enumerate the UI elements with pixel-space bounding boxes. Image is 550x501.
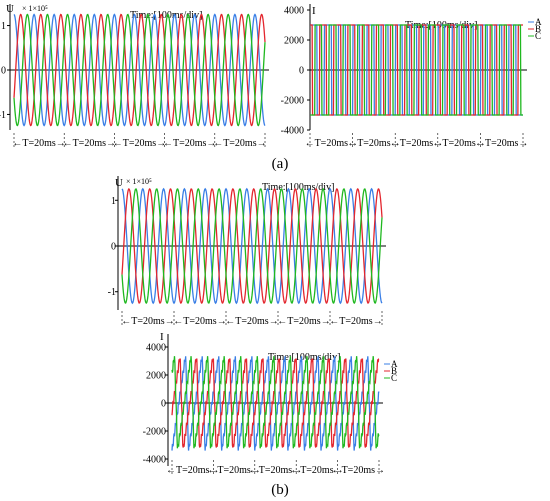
period-label: ←T=20ms→ bbox=[329, 316, 382, 327]
period-label: ←T=20ms→ bbox=[173, 316, 226, 327]
period-label: ←T=20ms→ bbox=[249, 465, 302, 476]
series-line-a bbox=[121, 187, 383, 305]
legend-label-c: C bbox=[535, 31, 541, 41]
period-label: ←T=20ms→ bbox=[207, 465, 260, 476]
y-tick-label: 4000 bbox=[284, 6, 304, 17]
y-tick-label: -1 bbox=[108, 287, 116, 298]
y-tick-label: 0 bbox=[1, 66, 6, 77]
y-tick-label: 2000 bbox=[284, 36, 304, 47]
y-axis-label: I bbox=[160, 331, 164, 343]
caption-b: (b) bbox=[271, 482, 289, 498]
series-line-c bbox=[121, 188, 383, 304]
caption-a: (a) bbox=[272, 156, 289, 172]
period-label: ←T=20ms→ bbox=[113, 138, 166, 149]
y-tick-label: 0 bbox=[111, 242, 116, 253]
period-label: ←T=20ms→ bbox=[290, 465, 343, 476]
period-label: ←T=20ms→ bbox=[305, 138, 358, 149]
y-tick-label: -2000 bbox=[143, 427, 166, 438]
time-label: Time:[100ms/div] bbox=[262, 182, 334, 193]
period-label: ←T=20ms→ bbox=[163, 138, 216, 149]
y-tick-label: 0 bbox=[161, 399, 166, 410]
y-tick-label: 0 bbox=[299, 66, 304, 77]
time-label: Time:[100ms/div] bbox=[268, 352, 340, 363]
legend-label-b: B bbox=[535, 24, 541, 34]
y-tick-label: -4000 bbox=[281, 126, 304, 137]
y-tick-label: -2000 bbox=[281, 96, 304, 107]
chart-a-voltage: 10-1U× 1×10⁵Time:[100ms/div]←T=20ms→←T=2… bbox=[0, 3, 269, 149]
y-tick-label: 2000 bbox=[146, 371, 166, 382]
series-line-c bbox=[310, 24, 523, 116]
scale-note: × 1×10⁵ bbox=[126, 177, 152, 186]
period-label: ←T=20ms→ bbox=[332, 465, 385, 476]
period-label: ←T=20ms→ bbox=[432, 138, 485, 149]
period-label: ←T=20ms→ bbox=[12, 138, 65, 149]
period-label: ←T=20ms→ bbox=[475, 138, 528, 149]
period-label: ←T=20ms→ bbox=[166, 465, 219, 476]
period-label: ←T=20ms→ bbox=[277, 316, 330, 327]
y-tick-label: 1 bbox=[111, 196, 116, 207]
chart-b-voltage: 10-1U × 1×10⁵Time:[100ms/div]←T=20ms→←T=2… bbox=[108, 176, 386, 327]
period-label: ←T=20ms→ bbox=[121, 316, 174, 327]
y-axis-label: U bbox=[6, 3, 14, 15]
period-label: ←T=20ms→ bbox=[213, 138, 266, 149]
time-label: Time:[100ms/div] bbox=[130, 10, 202, 21]
y-tick-label: -1 bbox=[0, 110, 6, 121]
period-label: ←T=20ms→ bbox=[347, 138, 400, 149]
series-line-b bbox=[171, 358, 380, 448]
y-axis-label: I bbox=[312, 5, 316, 17]
period-label: ←T=20ms→ bbox=[225, 316, 278, 327]
y-tick-label: 1 bbox=[1, 21, 6, 32]
scale-note: × 1×10⁵ bbox=[22, 4, 48, 13]
series-line-a bbox=[13, 13, 266, 127]
series-line-b bbox=[13, 13, 266, 127]
y-tick-label: 4000 bbox=[146, 343, 166, 354]
y-tick-label: -4000 bbox=[143, 455, 166, 466]
chart-b-current: 4000 2000 0 -2000 -4000 I Time:[100ms/div] ABC ←… bbox=[143, 331, 398, 476]
legend-label-b: B bbox=[391, 366, 397, 376]
legend-label-a: A bbox=[391, 359, 398, 369]
legend-label-a: A bbox=[535, 17, 542, 27]
y-axis-label: U bbox=[115, 177, 123, 189]
legend-label-c: C bbox=[391, 373, 397, 383]
series-line-c bbox=[171, 356, 380, 449]
period-label: ←T=20ms→ bbox=[390, 138, 443, 149]
series-line-b bbox=[310, 24, 523, 116]
series-line-b bbox=[121, 188, 383, 304]
series-line-c bbox=[13, 13, 266, 127]
period-label: ←T=20ms→ bbox=[63, 138, 116, 149]
